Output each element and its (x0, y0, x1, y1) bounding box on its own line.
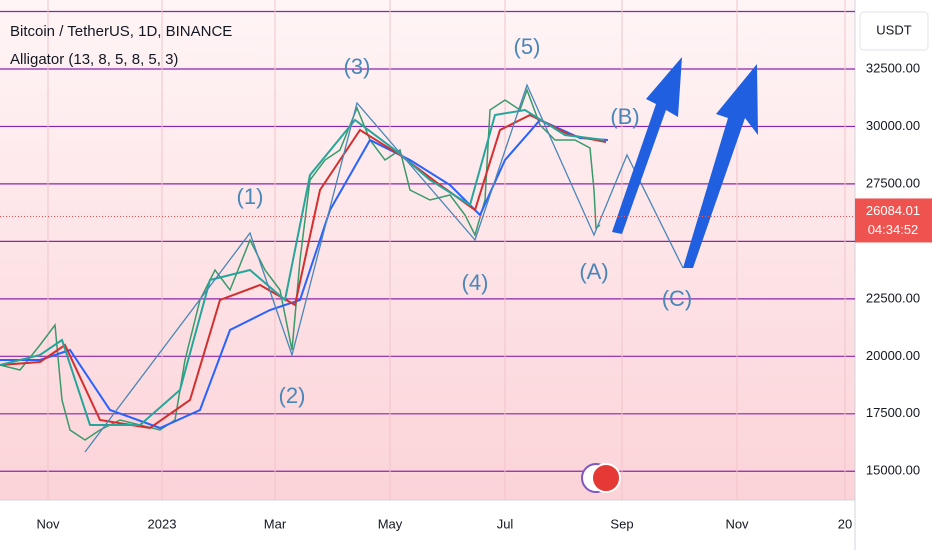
arrow (683, 64, 758, 268)
price-tick-label: 20000.00 (866, 348, 920, 363)
wave-label: (4) (462, 270, 489, 295)
price-path (0, 87, 601, 441)
currency[interactable]: USDT (876, 22, 911, 37)
time-label: Jul (497, 516, 514, 531)
price-tick-label: 27500.00 (866, 175, 920, 190)
wave-label: (3) (344, 54, 371, 79)
currency-button[interactable] (859, 11, 929, 51)
indicator: Alligator (13, 8, 5, 8, 5, 3) (10, 51, 178, 68)
time-label: Nov (725, 516, 749, 531)
wave-label: (2) (279, 383, 306, 408)
time-label: 2023 (148, 516, 177, 531)
price-tick-label: 17500.00 (866, 405, 920, 420)
time-label: Nov (36, 516, 60, 531)
time-label: Sep (610, 516, 633, 531)
price-badge (855, 198, 932, 243)
wave-label: (B) (610, 104, 639, 129)
wave-path (84, 83, 684, 453)
symbol: Bitcoin / TetherUS, 1D, BINANCE (10, 23, 232, 40)
alligator-teeth (0, 113, 607, 430)
price-tick-label: 32500.00 (866, 60, 920, 75)
wave-label: (A) (579, 259, 608, 284)
time-label: Mar (264, 516, 287, 531)
price-tick-label: 30000.00 (866, 118, 920, 133)
current-price: 26084.01 (866, 203, 920, 218)
alligator-jaw (0, 118, 609, 430)
plot-bg (0, 0, 855, 500)
countdown: 04:34:52 (868, 222, 919, 237)
wave-label: (5) (514, 34, 541, 59)
time-label: May (378, 516, 403, 531)
price-axis-bg (855, 0, 932, 550)
flag-icon (581, 463, 621, 493)
time-label: 20 (838, 516, 852, 531)
wave-label: (1) (237, 184, 264, 209)
arrow (612, 57, 682, 234)
price-tick-label: 22500.00 (866, 290, 920, 305)
time-axis-bg (0, 500, 855, 550)
wave-label: (C) (662, 286, 693, 311)
price-tick-label: 15000.00 (866, 463, 920, 478)
alligator-lips (0, 108, 605, 426)
